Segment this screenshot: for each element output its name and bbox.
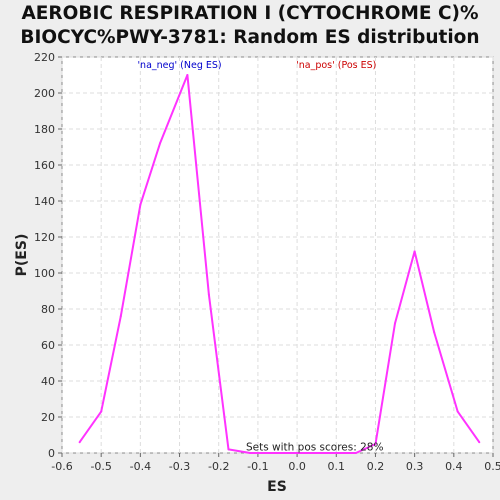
y-tick-label: 200	[34, 87, 55, 100]
x-tick-label: -0.1	[247, 460, 268, 473]
data-point	[208, 294, 210, 296]
y-tick-label: 80	[41, 303, 55, 316]
data-point	[228, 448, 230, 450]
chart-annotation: Sets with pos scores: 28%	[246, 441, 383, 453]
x-tick-label: -0.5	[90, 460, 111, 473]
data-point	[414, 250, 416, 252]
y-tick-label: 220	[34, 51, 55, 64]
data-point	[433, 331, 435, 333]
data-point	[100, 411, 102, 413]
y-tick-label: 160	[34, 159, 55, 172]
y-tick-label: 120	[34, 231, 55, 244]
data-point	[186, 74, 188, 76]
y-tick-label: 20	[41, 411, 55, 424]
x-tick-label: -0.3	[169, 460, 190, 473]
y-tick-label: 180	[34, 123, 55, 136]
x-axis-label: ES	[267, 479, 287, 495]
data-point	[120, 315, 122, 317]
chart-annotation: 'na_neg' (Neg ES)	[137, 60, 221, 71]
y-tick-label: 100	[34, 267, 55, 280]
x-tick-label: -0.4	[130, 460, 151, 473]
plot-area	[62, 57, 493, 453]
y-tick-label: 60	[41, 339, 55, 352]
data-point	[394, 322, 396, 324]
data-point	[159, 142, 161, 144]
x-tick-label: 0.2	[367, 460, 385, 473]
x-tick-label: -0.6	[51, 460, 72, 473]
x-tick-label: 0.5	[484, 460, 500, 473]
y-axis-label: P(ES)	[14, 234, 30, 277]
data-point	[139, 204, 141, 206]
y-tick-label: 140	[34, 195, 55, 208]
x-tick-label: 0.4	[445, 460, 463, 473]
x-tick-label: 0.1	[328, 460, 346, 473]
y-tick-label: 40	[41, 375, 55, 388]
chart-annotation: 'na_pos' (Pos ES)	[296, 60, 376, 71]
data-point	[478, 441, 480, 443]
data-point	[457, 411, 459, 413]
y-tick-label: 0	[48, 447, 55, 460]
x-tick-label: 0.3	[406, 460, 424, 473]
x-tick-label: -0.2	[208, 460, 229, 473]
x-tick-label: 0.0	[288, 460, 306, 473]
data-point	[79, 441, 81, 443]
